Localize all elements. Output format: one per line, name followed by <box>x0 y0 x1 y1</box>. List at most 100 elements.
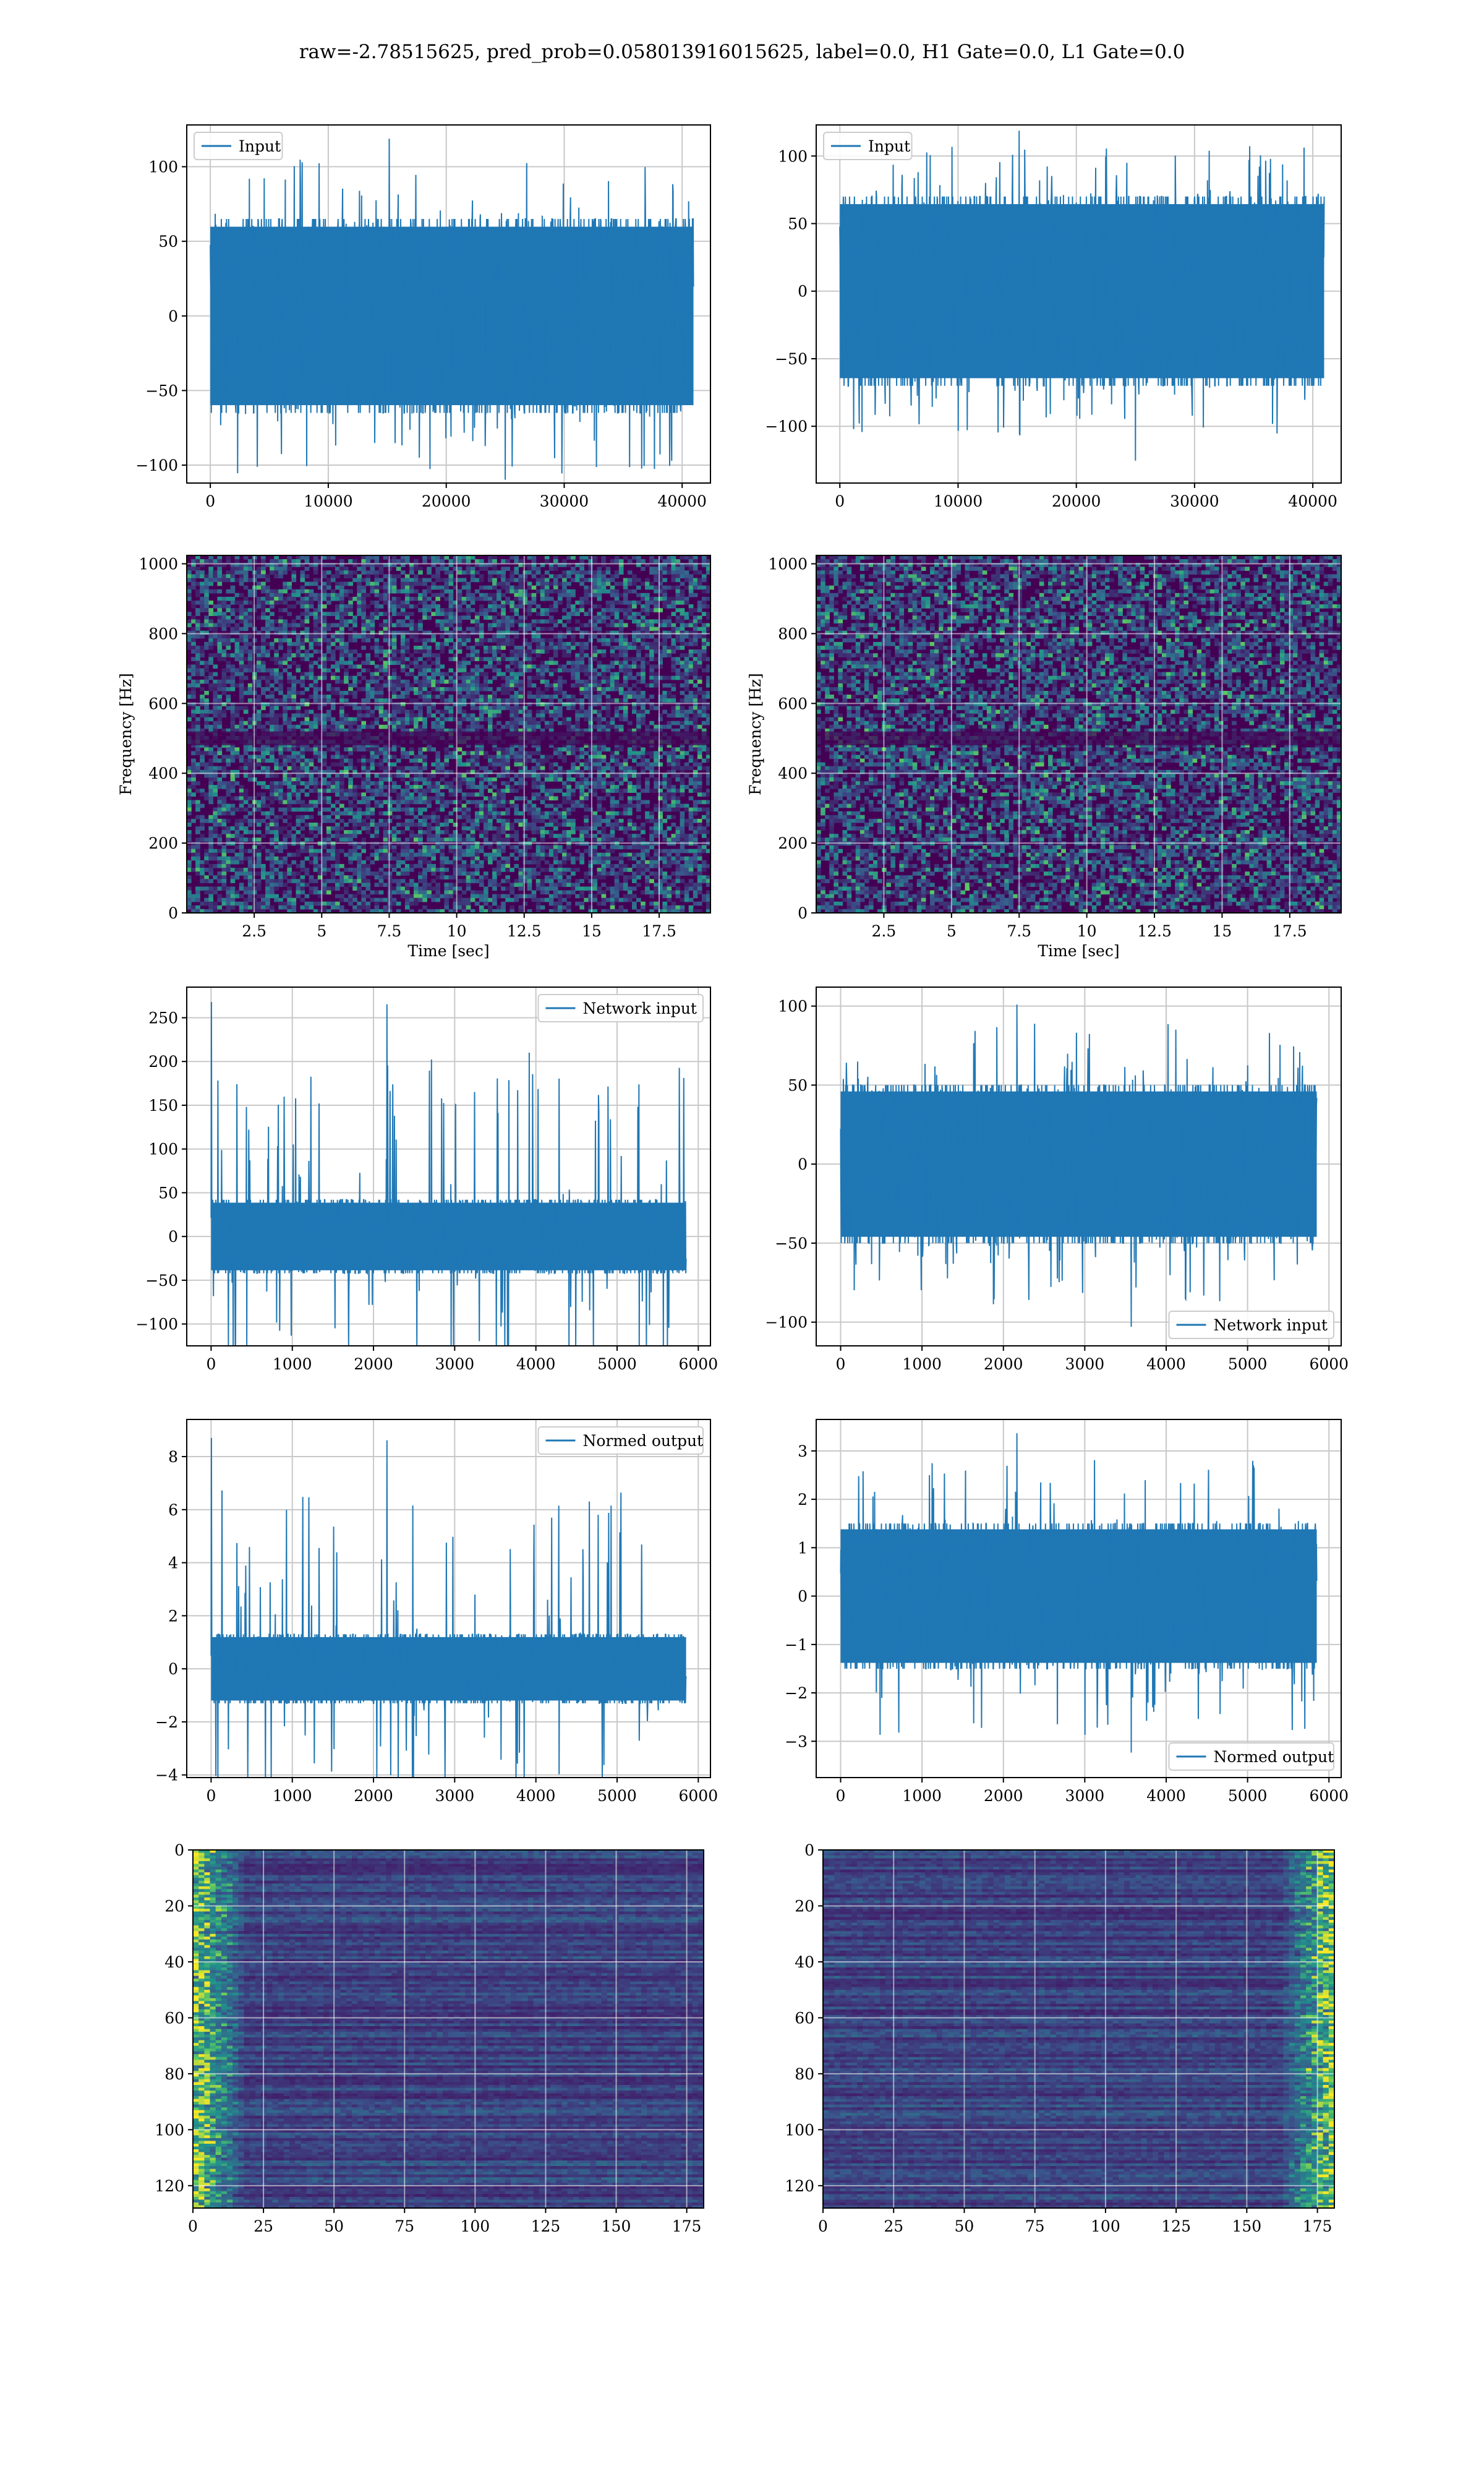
heatmap-cell <box>479 804 484 808</box>
heatmap-cell <box>392 683 397 688</box>
heatmap-cell <box>244 826 249 831</box>
heatmap-cell <box>274 706 279 710</box>
heatmap-cell <box>492 555 497 560</box>
heatmap-cell <box>458 725 463 729</box>
heatmap-cell <box>222 619 227 623</box>
heatmap-cell <box>414 661 419 665</box>
heatmap-cell <box>287 800 292 805</box>
heatmap-cell <box>222 702 227 706</box>
heatmap-cell <box>357 612 362 616</box>
heatmap-cell <box>532 875 537 880</box>
heatmap-cell <box>405 755 410 760</box>
heatmap-cell <box>270 567 275 571</box>
heatmap-cell <box>497 763 501 767</box>
heatmap-cell <box>444 883 449 887</box>
heatmap-cell <box>540 781 545 785</box>
heatmap-cell <box>217 725 222 729</box>
heatmap-cell <box>532 826 537 831</box>
heatmap-cell <box>523 875 528 880</box>
heatmap-cell <box>444 886 449 891</box>
heatmap-cell <box>313 695 318 699</box>
heatmap-cell <box>497 800 501 805</box>
heatmap-cell <box>217 604 222 609</box>
heatmap-cell <box>195 747 200 751</box>
heatmap-cell <box>396 804 401 808</box>
heatmap-cell <box>409 849 414 854</box>
heatmap-cell <box>514 597 519 601</box>
heatmap-cell <box>479 834 484 838</box>
heatmap-cell <box>471 676 475 680</box>
heatmap-cell <box>501 837 506 842</box>
heatmap-cell <box>322 589 327 594</box>
heatmap-cell <box>409 819 414 823</box>
heatmap-cell <box>331 649 336 654</box>
heatmap-cell <box>361 721 366 726</box>
heatmap-cell <box>305 589 310 594</box>
heatmap-cell <box>335 680 340 684</box>
heatmap-cell <box>235 710 240 714</box>
heatmap-cell <box>444 710 449 714</box>
heatmap-cell <box>313 800 318 805</box>
heatmap-cell <box>383 680 388 684</box>
heatmap-cell <box>339 777 344 782</box>
heatmap-cell <box>287 593 292 597</box>
heatmap-cell <box>409 766 414 771</box>
heatmap-cell <box>352 570 357 575</box>
heatmap-cell <box>392 608 397 612</box>
heatmap-cell <box>435 597 440 601</box>
heatmap-cell <box>231 702 236 706</box>
heatmap-cell <box>479 695 484 699</box>
heatmap-cell <box>427 649 432 654</box>
heatmap-cell <box>287 725 292 729</box>
heatmap-cell <box>335 635 340 639</box>
heatmap-cell <box>309 695 314 699</box>
heatmap-cell <box>208 642 213 646</box>
heatmap-cell <box>510 823 514 827</box>
heatmap-cell <box>510 687 514 691</box>
heatmap-cell <box>492 755 497 760</box>
heatmap-cell <box>379 657 384 661</box>
heatmap-cell <box>361 638 366 643</box>
heatmap-cell <box>532 811 537 816</box>
heatmap-cell <box>501 845 506 850</box>
heatmap-cell <box>375 891 380 895</box>
heatmap-cell <box>414 800 419 805</box>
heatmap-cell <box>208 871 213 876</box>
heatmap-cell <box>326 601 331 605</box>
heatmap-cell <box>484 834 488 838</box>
heatmap-cell <box>492 559 497 563</box>
heatmap-cell <box>396 706 401 710</box>
heatmap-cell <box>440 894 445 899</box>
heatmap-cell <box>265 642 270 646</box>
heatmap-cell <box>208 774 213 778</box>
heatmap-cell <box>418 800 423 805</box>
heatmap-cell <box>305 582 310 586</box>
heatmap-cell <box>488 623 493 628</box>
heatmap-cell <box>505 664 510 669</box>
heatmap-cell <box>187 792 192 797</box>
heatmap-cell <box>331 721 336 726</box>
heatmap-cell <box>536 676 541 680</box>
heatmap-cell <box>435 695 440 699</box>
heatmap-cell <box>365 574 370 578</box>
heatmap-cell <box>331 864 336 868</box>
heatmap-cell <box>283 759 288 763</box>
heatmap-cell <box>257 615 262 620</box>
heatmap-cell <box>257 830 262 834</box>
heatmap-cell <box>217 796 222 800</box>
heatmap-cell <box>313 676 318 680</box>
heatmap-cell <box>379 891 384 895</box>
heatmap-cell <box>296 642 301 646</box>
heatmap-cell <box>479 815 484 820</box>
heatmap-cell <box>322 714 327 718</box>
heatmap-cell <box>418 578 423 583</box>
heatmap-cell <box>244 567 249 571</box>
heatmap-cell <box>248 717 253 722</box>
heatmap-cell <box>270 864 275 868</box>
heatmap-cell <box>313 826 318 831</box>
heatmap-cell <box>326 627 331 631</box>
heatmap-cell <box>532 586 537 590</box>
heatmap-cell <box>401 871 406 876</box>
heatmap-cell <box>339 597 344 601</box>
heatmap-cell <box>427 604 432 609</box>
